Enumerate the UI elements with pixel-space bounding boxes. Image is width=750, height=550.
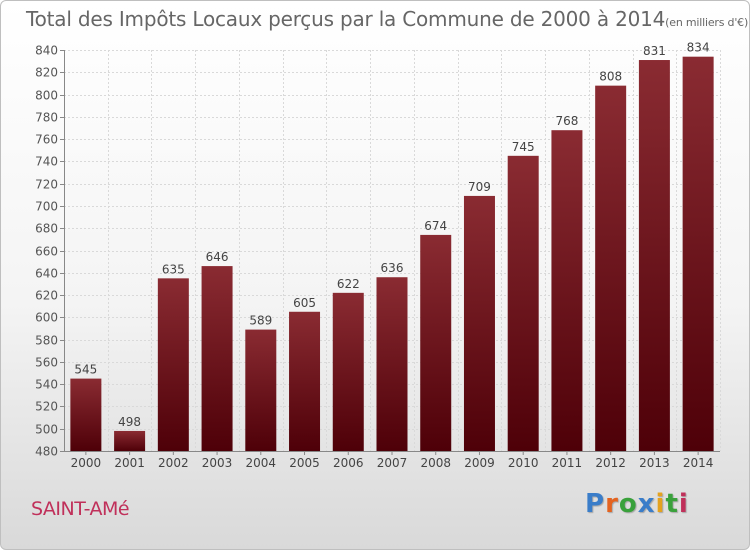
x-tick-label: 2003 [202,456,233,470]
y-tick-label: 700 [35,200,58,214]
bar [682,56,714,451]
chart-title: Total des Impôts Locaux perçus par la Co… [26,7,748,31]
bar-value-label: 745 [512,140,535,154]
x-tick-label: 2005 [289,456,320,470]
y-tick-label: 800 [35,89,58,103]
x-tick-label: 2006 [333,456,364,470]
y-tick-label: 680 [35,222,58,236]
logo-letter: i [655,489,666,519]
x-tick-label: 2004 [246,456,277,470]
y-tick-label: 500 [35,423,58,437]
bar-value-label: 674 [424,219,447,233]
y-tick-label: 720 [35,178,58,192]
x-tick-label: 2002 [158,456,189,470]
bar [289,311,321,451]
x-tick-label: 2001 [114,456,145,470]
bar [551,130,583,451]
bar-value-label: 709 [468,180,491,194]
bar-value-label: 808 [599,70,622,84]
bar-value-label: 498 [118,415,141,429]
x-tick-label: 2013 [639,456,670,470]
y-tick-label: 640 [35,267,58,281]
bar-value-label: 768 [555,114,578,128]
bar [245,329,277,451]
bar [376,277,408,451]
x-tick-label: 2011 [552,456,583,470]
y-tick-label: 600 [35,311,58,325]
y-tick-label: 780 [35,111,58,125]
y-tick-label: 560 [35,356,58,370]
x-tick-label: 2009 [464,456,495,470]
logo-letter: t [665,489,679,519]
logo-letter: x [637,489,656,519]
x-tick-label: 2000 [71,456,102,470]
y-tick-label: 540 [35,378,58,392]
bar [332,292,364,451]
bar-value-label: 635 [162,262,185,276]
bar-value-label: 646 [206,250,229,264]
bar-value-label: 831 [643,44,666,58]
bar [463,195,495,451]
y-tick-label: 520 [35,400,58,414]
chart-title-unit: (en milliers d'€) [665,16,749,29]
y-tick-label: 480 [35,445,58,459]
y-tick-label: 580 [35,334,58,348]
x-tick-label: 2014 [683,456,714,470]
bar [201,266,233,451]
x-tick-label: 2008 [420,456,451,470]
chart-title-main: Total des Impôts Locaux perçus par la Co… [26,7,666,31]
bar-value-label: 636 [381,261,404,275]
bar [114,430,146,451]
bar [157,278,189,451]
bar-value-label: 834 [687,41,710,55]
y-tick-label: 660 [35,245,58,259]
y-tick-label: 740 [35,155,58,169]
bar [638,60,670,452]
bar [420,234,452,451]
x-tick-label: 2010 [508,456,539,470]
commune-name: SAINT-AMé [31,498,130,520]
bar-value-label: 622 [337,277,360,291]
y-tick-label: 840 [35,44,58,58]
y-tick-label: 760 [35,133,58,147]
bar-value-label: 545 [74,363,97,377]
y-tick-label: 820 [35,66,58,80]
bar-value-label: 605 [293,296,316,310]
x-tick-label: 2012 [595,456,626,470]
logo-letter: P [585,489,606,519]
logo-letter: o [618,489,638,519]
logo-letter: i [678,489,689,519]
proxiti-logo[interactable]: Proxiti [585,489,689,519]
bar-value-label: 589 [249,314,272,328]
x-tick-label: 2007 [377,456,408,470]
bar [507,155,539,451]
logo-letter: r [605,489,619,519]
bar [70,378,102,451]
bar [595,85,627,452]
y-tick-label: 620 [35,289,58,303]
